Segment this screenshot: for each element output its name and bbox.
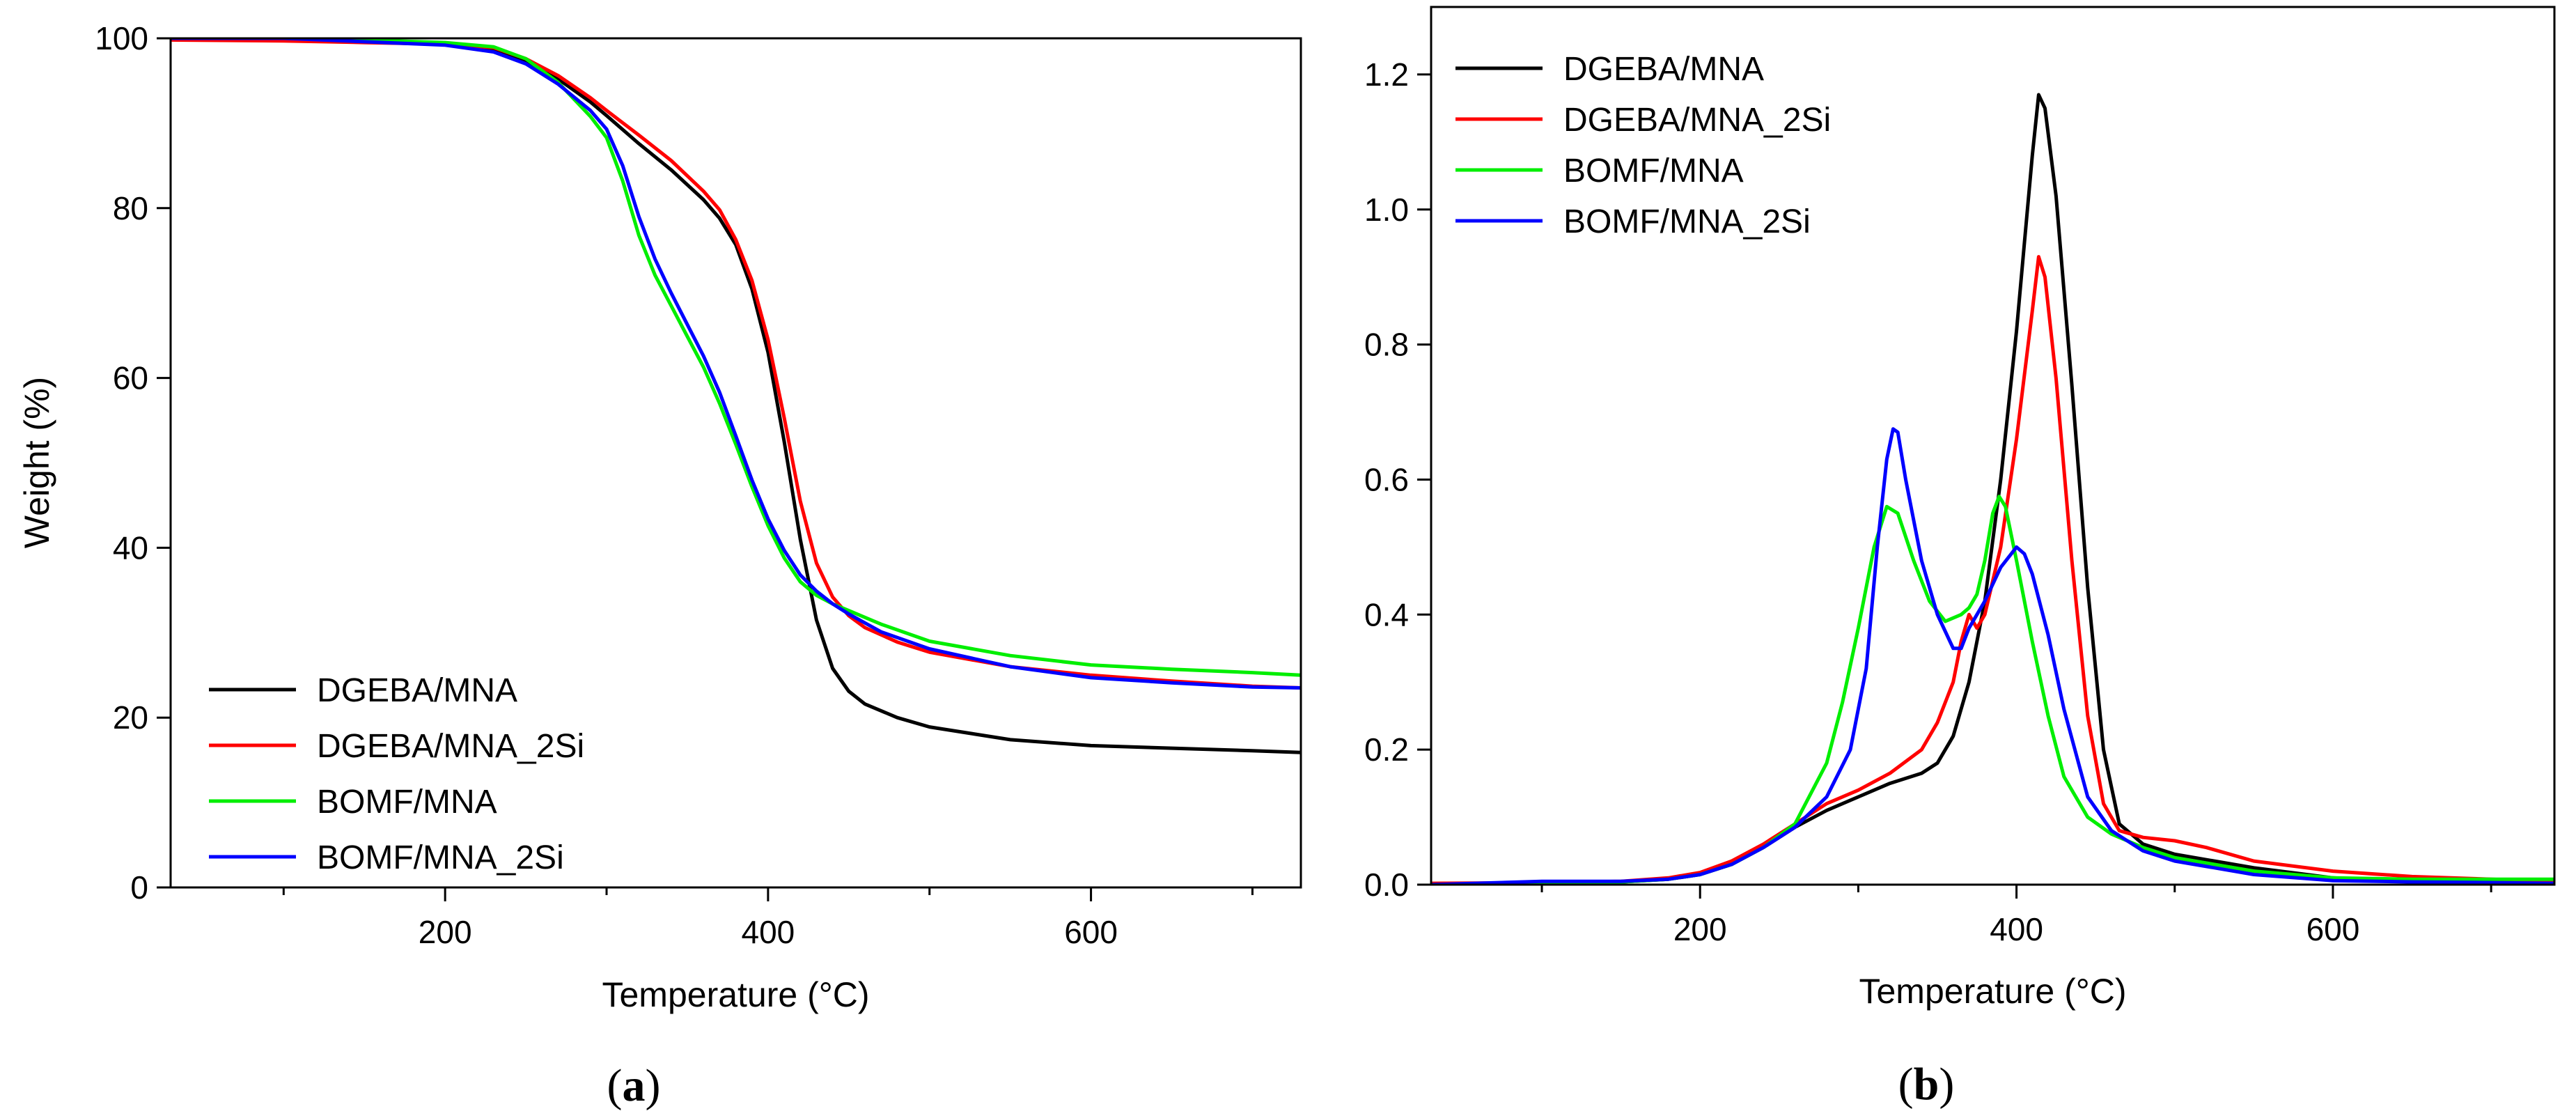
x-axis-title: Temperature (°C) bbox=[1859, 972, 2127, 1011]
y-tick-label: 0 bbox=[130, 869, 148, 906]
chart-panel-b: 200 400 600 0.0 0.2 0.4 0.6 0.8 1.0 1.2 Temperatur… bbox=[1364, 6, 2556, 1110]
plot-frame bbox=[1430, 6, 2556, 886]
panel-caption-letter: a bbox=[623, 1060, 646, 1111]
y-tick-label: 1.0 bbox=[1364, 192, 1409, 228]
series-line-dgeba-mna bbox=[171, 38, 1301, 754]
y-tick-label: 20 bbox=[113, 699, 148, 736]
y-tick-label: 0.4 bbox=[1364, 596, 1409, 632]
y-tick-label: 60 bbox=[113, 360, 148, 396]
y-tick-label: 100 bbox=[95, 20, 148, 56]
y-tick-label: 0.2 bbox=[1364, 731, 1409, 768]
plot-frame bbox=[169, 37, 1302, 889]
x-tick-label: 200 bbox=[1673, 911, 1727, 947]
series-group bbox=[171, 38, 1301, 754]
legend-label: DGEBA/MNA_2Si bbox=[317, 728, 584, 765]
x-tick-label: 200 bbox=[419, 914, 472, 950]
y-tick-label: 1.2 bbox=[1364, 56, 1409, 93]
panel-caption-close: ) bbox=[1939, 1059, 1954, 1110]
legend-label: BOMF/MNA bbox=[317, 784, 497, 821]
chart-panel-a: 200 400 600 0 20 40 60 80 100 Temperature (°C) Wei… bbox=[17, 20, 1302, 1111]
legend-label: BOMF/MNA_2Si bbox=[317, 839, 564, 876]
panel-caption-open: ( bbox=[607, 1060, 623, 1111]
x-tick-label: 600 bbox=[2306, 911, 2360, 947]
y-tick-label: 80 bbox=[113, 190, 148, 226]
panel-caption-open: ( bbox=[1898, 1059, 1914, 1110]
legend-label: DGEBA/MNA bbox=[317, 672, 517, 709]
x-tick-label: 400 bbox=[741, 914, 795, 950]
legend-label: BOMF/MNA bbox=[1563, 153, 1744, 189]
y-tick-label: 40 bbox=[113, 529, 148, 566]
series-group bbox=[1431, 93, 2554, 885]
x-tick-label: 400 bbox=[1990, 911, 2043, 947]
y-tick-label: 0.6 bbox=[1364, 461, 1409, 497]
x-tick-label: 600 bbox=[1064, 914, 1118, 950]
panel-caption-letter: b bbox=[1914, 1059, 1939, 1110]
y-axis-title: Weight (%) bbox=[17, 377, 56, 548]
x-axis-title: Temperature (°C) bbox=[602, 975, 870, 1014]
legend: DGEBA/MNA DGEBA/MNA_2Si BOMF/MNA BOMF/MNA_2… bbox=[209, 672, 584, 876]
y-tick-label: 0.8 bbox=[1364, 327, 1409, 363]
series-line-bomf-mna-2si bbox=[171, 38, 1301, 690]
panel-caption: (a) bbox=[607, 1060, 661, 1111]
legend-label: DGEBA/MNA bbox=[1563, 51, 1764, 88]
series-line-bomf-mna bbox=[171, 38, 1301, 677]
legend: DGEBA/MNA DGEBA/MNA_2Si BOMF/MNA BOMF/MNA_2… bbox=[1455, 51, 1831, 240]
panel-caption: (b) bbox=[1898, 1059, 1955, 1110]
legend-label: DGEBA/MNA_2Si bbox=[1563, 102, 1831, 139]
y-tick-label: 0.0 bbox=[1364, 867, 1409, 903]
panel-caption-close: ) bbox=[646, 1060, 661, 1111]
series-line-bomf-mna-2si bbox=[1431, 427, 2554, 885]
legend-label: BOMF/MNA_2Si bbox=[1563, 203, 1811, 240]
